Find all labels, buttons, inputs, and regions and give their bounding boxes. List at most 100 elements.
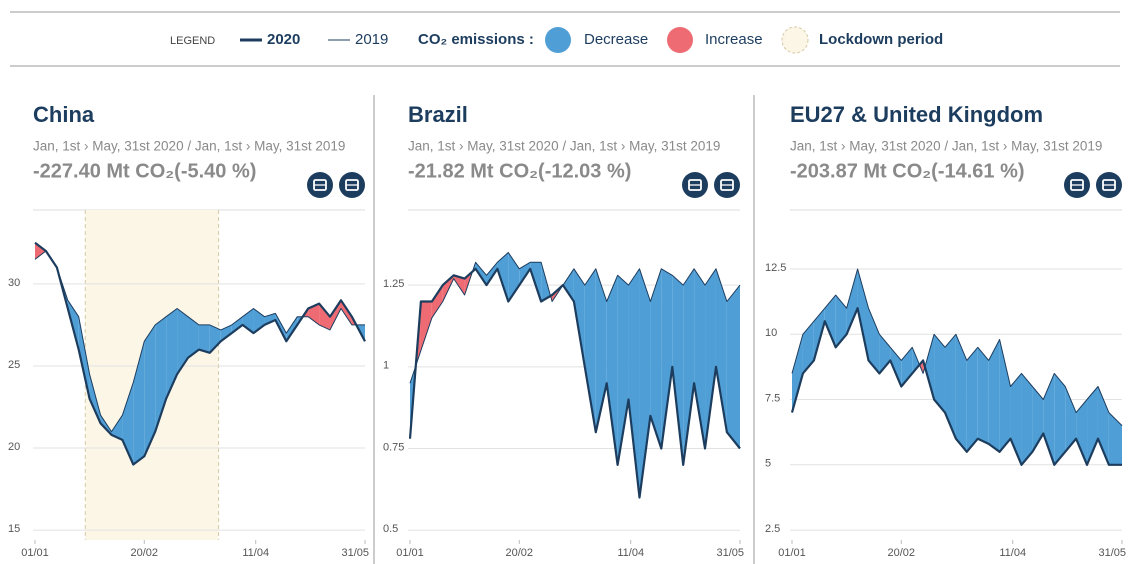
series-line bbox=[409, 252, 741, 384]
difference-area bbox=[792, 334, 803, 413]
table-button[interactable] bbox=[1096, 172, 1122, 198]
difference-area bbox=[924, 334, 935, 400]
difference-area bbox=[988, 339, 1000, 452]
difference-area bbox=[1065, 386, 1077, 452]
difference-area bbox=[177, 308, 188, 375]
table-button[interactable] bbox=[714, 172, 740, 198]
difference-area bbox=[562, 268, 574, 302]
difference-area bbox=[187, 316, 199, 358]
x-tick-label: 11/04 bbox=[999, 547, 1026, 559]
legend-swatch bbox=[781, 26, 809, 54]
legend-swatch bbox=[545, 27, 571, 53]
difference-area bbox=[111, 415, 123, 440]
difference-area bbox=[661, 268, 673, 449]
difference-area bbox=[1108, 412, 1122, 465]
x-tick-label: 31/05 bbox=[716, 547, 744, 559]
difference-area bbox=[497, 252, 509, 302]
difference-area bbox=[999, 339, 1011, 452]
difference-area bbox=[1021, 373, 1033, 465]
difference-area bbox=[868, 308, 880, 374]
difference-area bbox=[584, 268, 596, 433]
y-tick-label: 20 bbox=[8, 441, 20, 453]
difference-area bbox=[617, 275, 629, 465]
difference-area bbox=[573, 268, 585, 367]
x-tick-label: 20/02 bbox=[506, 547, 534, 559]
image-button[interactable] bbox=[307, 172, 333, 198]
chart-subtitle: Jan, 1st › May, 31st 2020 / Jan, 1st › M… bbox=[790, 139, 1102, 154]
series-line bbox=[791, 268, 1123, 426]
x-tick-label: 11/04 bbox=[617, 547, 644, 559]
difference-area bbox=[934, 334, 945, 413]
y-tick-label: 0.75 bbox=[383, 441, 404, 453]
difference-area bbox=[209, 324, 221, 353]
chart-title: Brazil bbox=[408, 102, 468, 127]
x-tick-label: 01/01 bbox=[21, 547, 49, 559]
difference-area bbox=[802, 321, 814, 374]
difference-area bbox=[672, 275, 684, 465]
difference-area bbox=[155, 316, 167, 432]
x-tick-label: 31/05 bbox=[341, 547, 369, 559]
x-tick-label: 01/01 bbox=[396, 547, 424, 559]
y-tick-label: 2.5 bbox=[765, 523, 780, 535]
difference-area bbox=[966, 347, 978, 452]
image-button[interactable] bbox=[682, 172, 708, 198]
y-tick-label: 25 bbox=[8, 359, 20, 371]
difference-area bbox=[650, 268, 662, 449]
difference-area bbox=[944, 334, 956, 439]
x-tick-label: 11/04 bbox=[242, 547, 269, 559]
difference-area bbox=[606, 275, 618, 465]
difference-area bbox=[308, 303, 320, 325]
legend-label: LEGEND bbox=[170, 35, 215, 47]
difference-area bbox=[1010, 373, 1022, 465]
difference-area bbox=[835, 295, 847, 348]
difference-area bbox=[857, 269, 869, 361]
legend-text: Lockdown period bbox=[819, 31, 943, 48]
series-line bbox=[408, 267, 741, 499]
difference-area bbox=[231, 316, 243, 334]
table-button[interactable] bbox=[339, 172, 365, 198]
x-tick-label: 31/05 bbox=[1098, 547, 1126, 559]
legend-text: 2020 bbox=[267, 31, 300, 48]
difference-area bbox=[977, 347, 989, 444]
chart-title: EU27 & United Kingdom bbox=[790, 102, 1043, 127]
chart-summary: -227.40 Mt CO₂(-5.40 %) bbox=[33, 160, 256, 182]
y-tick-label: 1.25 bbox=[383, 278, 404, 290]
difference-area bbox=[694, 268, 706, 449]
difference-area bbox=[726, 285, 740, 449]
difference-area bbox=[319, 303, 331, 330]
legend-text: 2019 bbox=[355, 31, 388, 48]
image-button[interactable] bbox=[1064, 172, 1090, 198]
x-tick-label: 01/01 bbox=[778, 547, 806, 559]
y-tick-label: 15 bbox=[8, 523, 20, 535]
difference-area bbox=[78, 316, 90, 399]
difference-area bbox=[35, 242, 46, 260]
difference-area bbox=[824, 295, 836, 348]
difference-area bbox=[420, 301, 432, 351]
y-tick-label: 12.5 bbox=[765, 262, 786, 274]
difference-area bbox=[1054, 373, 1066, 465]
chart-summary: -203.87 Mt CO₂(-14.61 %) bbox=[790, 160, 1025, 182]
series-line bbox=[790, 307, 1122, 466]
difference-area bbox=[1032, 386, 1044, 452]
y-tick-label: 1 bbox=[383, 360, 389, 372]
series-line bbox=[34, 241, 366, 466]
difference-area bbox=[144, 324, 156, 457]
difference-area bbox=[198, 324, 210, 353]
legend-text: Increase bbox=[705, 31, 763, 48]
difference-area bbox=[846, 269, 858, 335]
difference-area bbox=[286, 316, 298, 342]
difference-area bbox=[683, 268, 695, 465]
x-tick-label: 20/02 bbox=[131, 547, 159, 559]
y-tick-label: 5 bbox=[765, 458, 771, 470]
difference-area bbox=[1043, 373, 1055, 465]
difference-area bbox=[628, 268, 640, 498]
y-tick-label: 10 bbox=[765, 327, 777, 339]
difference-area bbox=[242, 308, 254, 334]
difference-area bbox=[166, 308, 178, 399]
difference-area bbox=[431, 285, 443, 318]
legend-text: CO₂ emissions : bbox=[418, 31, 534, 48]
y-tick-label: 30 bbox=[8, 277, 20, 289]
chart-title: China bbox=[33, 102, 95, 127]
chart-subtitle: Jan, 1st › May, 31st 2020 / Jan, 1st › M… bbox=[33, 139, 345, 154]
